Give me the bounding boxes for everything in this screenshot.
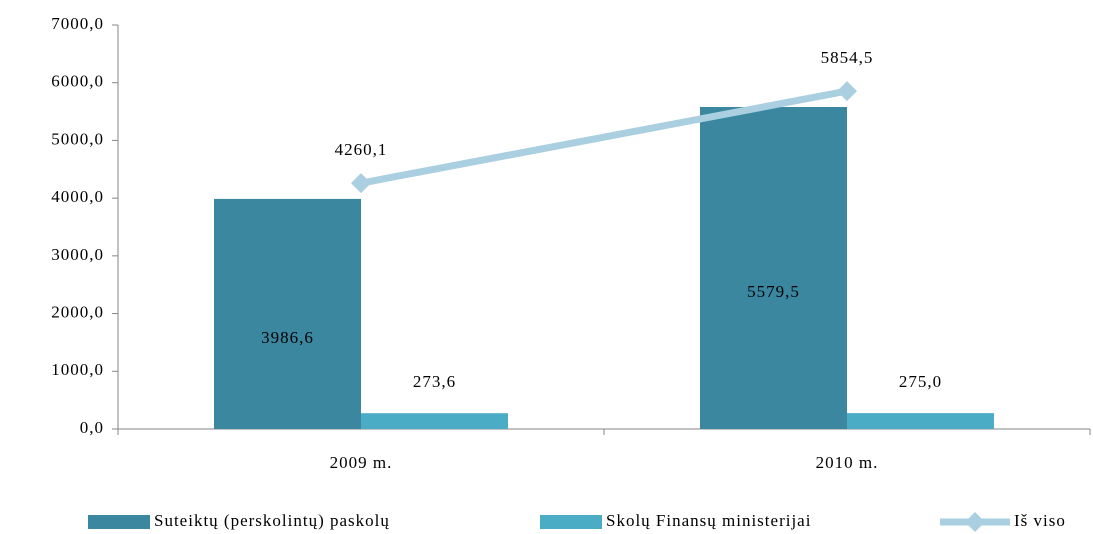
legend-marker bbox=[965, 512, 985, 532]
y-tick-label: 7000,0 bbox=[51, 14, 104, 33]
bar bbox=[700, 106, 847, 429]
bar bbox=[847, 413, 994, 429]
value-label: 4260,1 bbox=[335, 140, 388, 159]
line bbox=[360, 87, 848, 187]
y-tick-label: 2000,0 bbox=[51, 302, 104, 321]
y-tick-label: 5000,0 bbox=[51, 129, 104, 148]
y-tick-label: 0,0 bbox=[80, 418, 104, 437]
legend-label: Skolų Finansų ministerijai bbox=[606, 511, 811, 530]
y-tick-label: 4000,0 bbox=[51, 187, 104, 206]
y-tick-label: 6000,0 bbox=[51, 72, 104, 91]
value-label: 5854,5 bbox=[821, 48, 874, 67]
marker bbox=[837, 81, 857, 102]
value-label: 5579,5 bbox=[747, 282, 800, 301]
value-label: 3986,6 bbox=[261, 328, 314, 347]
value-label: 275,0 bbox=[899, 372, 942, 391]
x-tick-label: 2010 m. bbox=[816, 453, 879, 472]
bar bbox=[361, 413, 508, 429]
y-tick-label: 3000,0 bbox=[51, 245, 104, 264]
bar bbox=[214, 198, 361, 429]
marker bbox=[351, 173, 371, 194]
x-tick-label: 2009 m. bbox=[330, 453, 393, 472]
value-label: 273,6 bbox=[413, 372, 456, 391]
legend-swatch bbox=[540, 515, 602, 529]
legend-swatch bbox=[88, 515, 150, 529]
legend-label: Suteiktų (perskolintų) paskolų bbox=[154, 511, 390, 530]
legend-label: Iš viso bbox=[1014, 511, 1066, 530]
y-tick-label: 1000,0 bbox=[51, 360, 104, 379]
